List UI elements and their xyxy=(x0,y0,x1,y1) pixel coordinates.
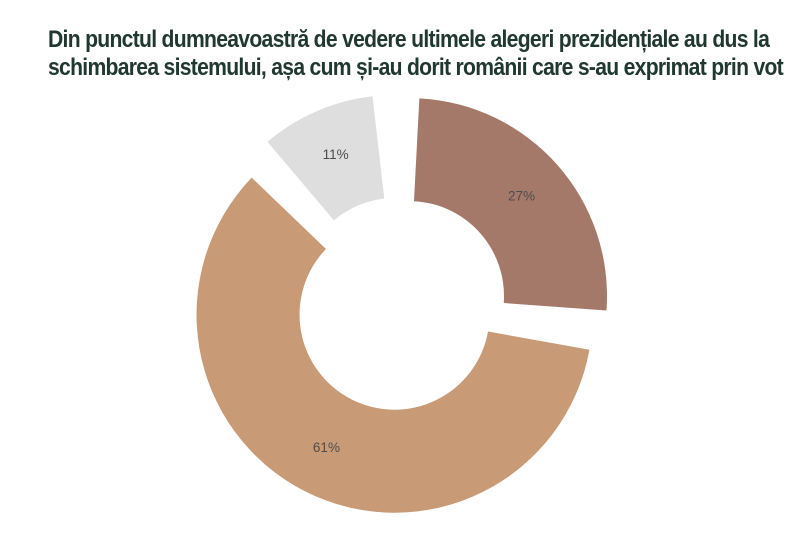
donut-slice-label-1: 61% xyxy=(313,440,340,455)
donut-slice-11pct[interactable] xyxy=(267,96,385,221)
donut-slice-label-2: 11% xyxy=(323,147,349,162)
donut-slice-61pct[interactable] xyxy=(196,177,590,513)
chart-title-line-2: schimbarea sistemului, așa cum și-au dor… xyxy=(48,54,784,81)
chart-title: Din punctul dumneavoastră de vedere ulti… xyxy=(0,26,800,82)
donut-slice-label-0: 27% xyxy=(508,188,535,203)
chart-title-line-1: Din punctul dumneavoastră de vedere ulti… xyxy=(48,26,770,53)
donut-slice-27pct[interactable] xyxy=(413,98,608,311)
